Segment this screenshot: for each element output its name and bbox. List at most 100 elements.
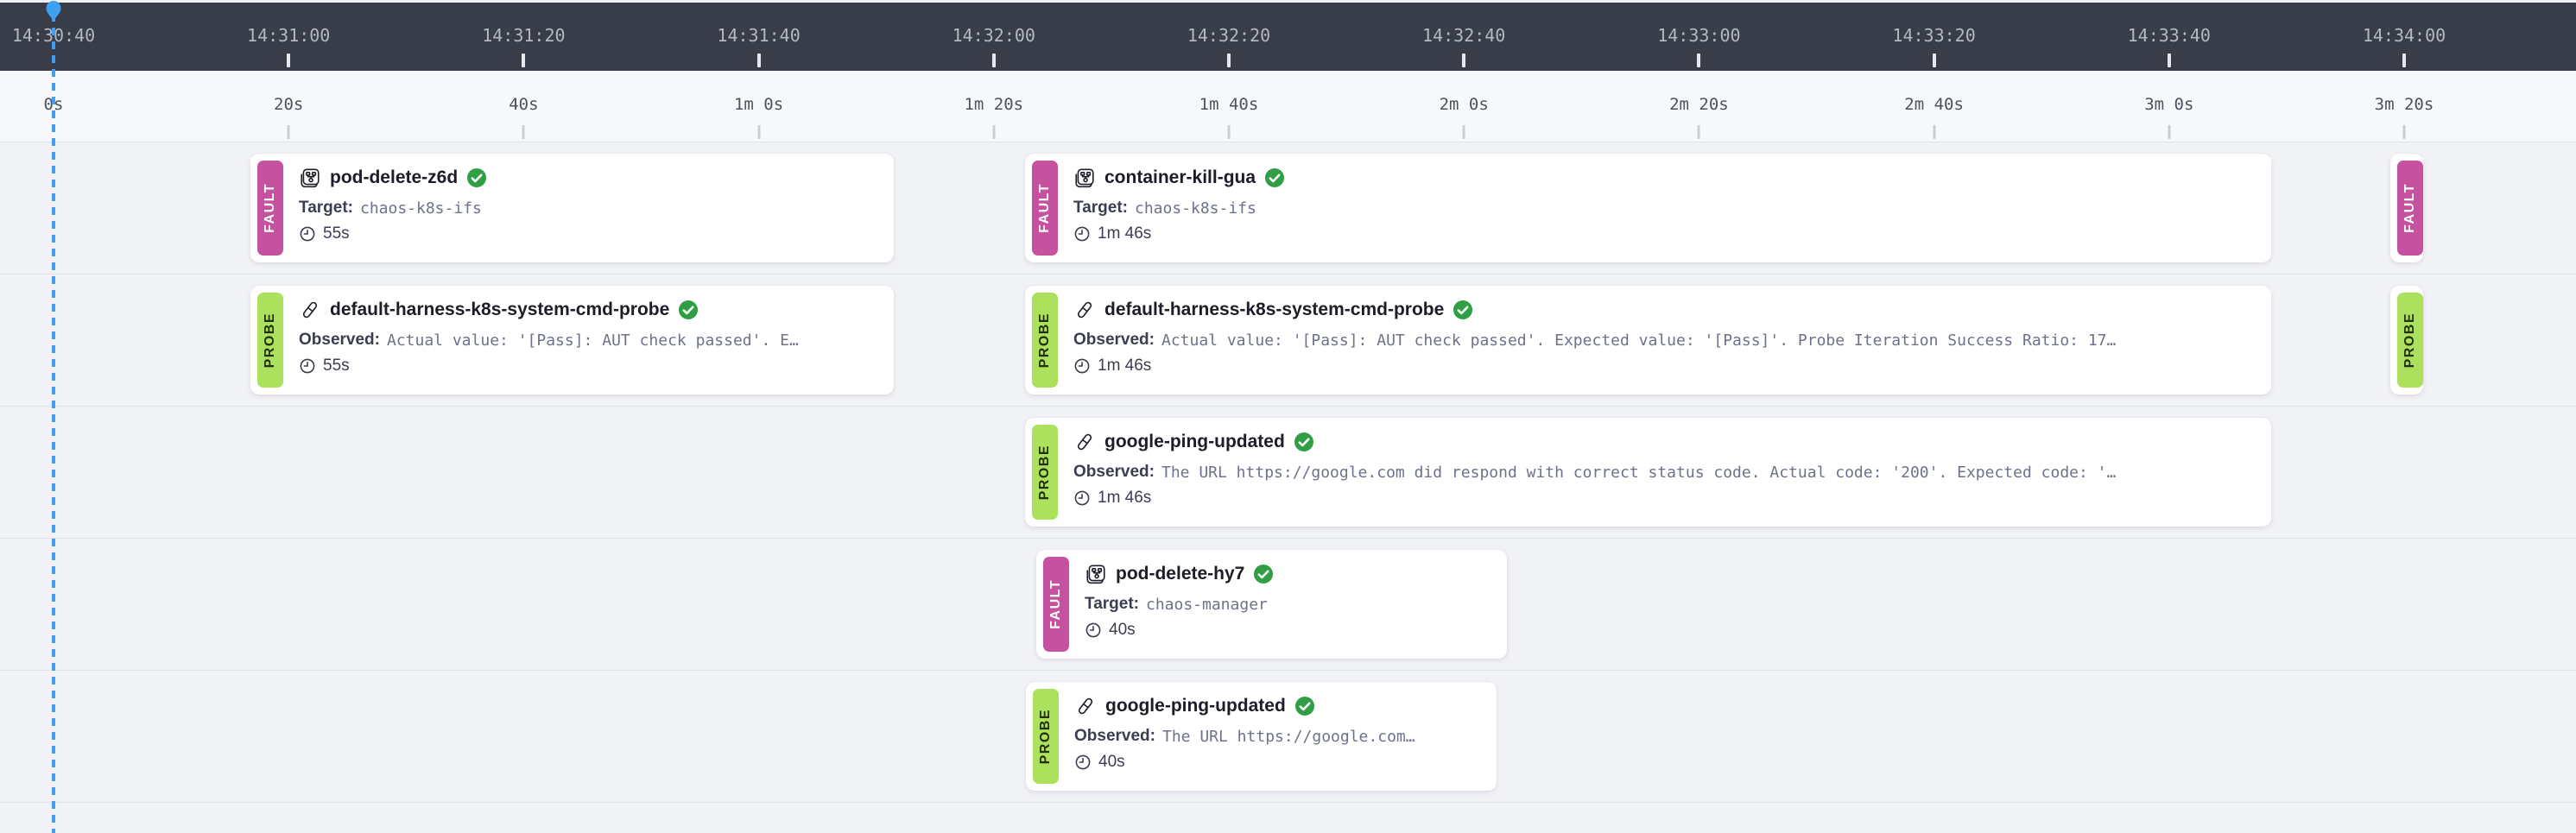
absolute-time-tick-label: 14:32:40 — [1422, 25, 1506, 46]
relative-time-tick-label: 2m 20s — [1669, 95, 1729, 114]
relative-time-tick-label: 2m 0s — [1439, 95, 1489, 114]
card-duration: 55s — [323, 224, 350, 243]
relative-time-tick-label: 0s — [43, 95, 64, 114]
relative-time-tick-label: 1m 0s — [733, 95, 784, 114]
card-meta-label: Observed: — [1073, 463, 1155, 481]
success-check-icon — [1294, 696, 1315, 716]
absolute-time-tick-label: 14:34:00 — [2362, 25, 2446, 46]
timeline-row: PROBE — [0, 407, 2576, 539]
card-meta-value: The URL https://google.com… — [1161, 727, 1415, 746]
card-type-badge: PROBE — [1033, 689, 1059, 784]
relative-time-tick-label: 1m 20s — [964, 95, 1024, 114]
playhead-marker[interactable] — [44, 0, 63, 26]
duration-clock-icon — [1074, 754, 1092, 771]
timeline-card[interactable]: FAULT — [2390, 154, 2423, 262]
card-meta-label: Observed: — [299, 331, 380, 349]
success-check-icon — [1253, 564, 1274, 584]
card-duration: 1m 46s — [1098, 224, 1152, 243]
absolute-time-tick-mark — [756, 54, 761, 67]
card-type-badge: PROBE — [1032, 293, 1058, 388]
relative-time-tick-mark — [287, 125, 290, 139]
card-meta-value: chaos-k8s-ifs — [359, 199, 482, 218]
absolute-time-tick-label: 14:31:40 — [717, 25, 801, 46]
card-type-label: FAULT — [263, 183, 277, 233]
absolute-time-tick-mark — [991, 54, 996, 67]
relative-time-tick-mark — [1697, 125, 1700, 139]
card-duration: 1m 46s — [1098, 489, 1152, 507]
relative-time-tick-mark — [2168, 125, 2171, 139]
relative-time-tick-mark — [757, 125, 761, 139]
absolute-time-tick-label: 14:30:40 — [11, 25, 96, 46]
timeline-card[interactable]: PROBE — [1025, 286, 2271, 394]
relative-time-tick-mark — [1933, 125, 1936, 139]
relative-time-tick-mark — [1462, 125, 1465, 139]
absolute-time-tick-label: 14:33:20 — [1892, 25, 1976, 46]
card-type-label: PROBE — [2402, 312, 2417, 369]
success-check-icon — [1264, 167, 1285, 188]
timeline-rows: FAULT — [0, 142, 2576, 833]
timeline-card[interactable]: PROBE — [1026, 682, 1497, 791]
relative-time-tick-mark — [992, 125, 996, 139]
card-meta-label: Observed: — [1074, 727, 1155, 745]
chaos-fault-icon — [299, 167, 321, 189]
card-duration: 1m 46s — [1098, 357, 1152, 375]
card-type-label: FAULT — [2402, 183, 2417, 233]
success-check-icon — [1294, 432, 1314, 452]
card-meta-value: chaos-manager — [1145, 595, 1268, 614]
absolute-time-tick-mark — [1227, 54, 1231, 67]
card-meta-value: Actual value: '[Pass]: AUT check passed'… — [1161, 331, 2117, 350]
timeline-card[interactable]: FAULT — [1025, 154, 2271, 262]
timeline-partial-row — [0, 803, 2576, 833]
timeline-card[interactable]: FAULT — [250, 154, 894, 262]
absolute-time-tick-mark — [1462, 54, 1466, 67]
card-meta-label: Target: — [1073, 199, 1128, 217]
absolute-time-tick-mark — [1932, 54, 1936, 67]
duration-clock-icon — [299, 225, 316, 243]
card-duration: 40s — [1109, 621, 1136, 639]
success-check-icon — [466, 167, 487, 188]
timeline-row: PROBE — [0, 671, 2576, 803]
timeline-card[interactable]: PROBE — [250, 286, 894, 394]
card-title: pod-delete-z6d — [330, 167, 459, 187]
card-meta-label: Target: — [1085, 595, 1139, 613]
relative-time-tick-label: 3m 20s — [2374, 95, 2434, 114]
card-type-badge: FAULT — [1032, 161, 1058, 256]
probe-icon — [1073, 299, 1096, 321]
timeline-row: FAULT — [0, 142, 2576, 275]
relative-time-tick-label: 3m 0s — [2144, 95, 2194, 114]
absolute-time-tick-label: 14:31:00 — [247, 25, 331, 46]
duration-clock-icon — [299, 357, 316, 375]
absolute-time-tick-mark — [2167, 54, 2171, 67]
card-type-label: PROBE — [1037, 312, 1052, 369]
card-type-badge: PROBE — [1032, 425, 1058, 520]
card-type-label: PROBE — [1037, 444, 1052, 501]
relative-time-tick-label: 20s — [274, 95, 304, 114]
card-meta-value: Actual value: '[Pass]: AUT check passed'… — [386, 331, 799, 350]
absolute-time-tick-label: 14:32:20 — [1187, 25, 1271, 46]
card-meta-value: chaos-k8s-ifs — [1134, 199, 1256, 218]
card-type-badge: PROBE — [2397, 293, 2423, 388]
absolute-time-tick-label: 14:31:20 — [482, 25, 566, 46]
probe-icon — [299, 299, 321, 321]
timeline-card[interactable]: PROBE — [1025, 418, 2271, 527]
chaos-fault-icon — [1085, 563, 1107, 585]
chaos-fault-icon — [1073, 167, 1096, 189]
absolute-time-tick-mark — [1697, 54, 1701, 67]
absolute-time-tick-mark — [287, 54, 291, 67]
card-meta-label: Observed: — [1073, 331, 1155, 349]
timeline-row: PROBE — [0, 275, 2576, 407]
relative-time-tick-mark — [2402, 125, 2406, 139]
timeline-card[interactable]: FAULT — [1036, 550, 1507, 659]
card-title: default-harness-k8s-system-cmd-probe — [1104, 300, 1445, 319]
card-type-label: PROBE — [263, 312, 277, 369]
card-type-label: FAULT — [1048, 579, 1063, 629]
relative-time-tick-mark — [1227, 125, 1231, 139]
probe-icon — [1073, 431, 1096, 453]
card-type-badge: PROBE — [257, 293, 283, 388]
card-type-label: PROBE — [1038, 708, 1053, 765]
card-duration: 40s — [1098, 753, 1125, 771]
card-type-badge: FAULT — [2397, 161, 2423, 256]
timeline-card[interactable]: PROBE — [2390, 286, 2423, 394]
relative-time-tick-label: 40s — [509, 95, 539, 114]
relative-time-tick-label: 2m 40s — [1904, 95, 1964, 114]
